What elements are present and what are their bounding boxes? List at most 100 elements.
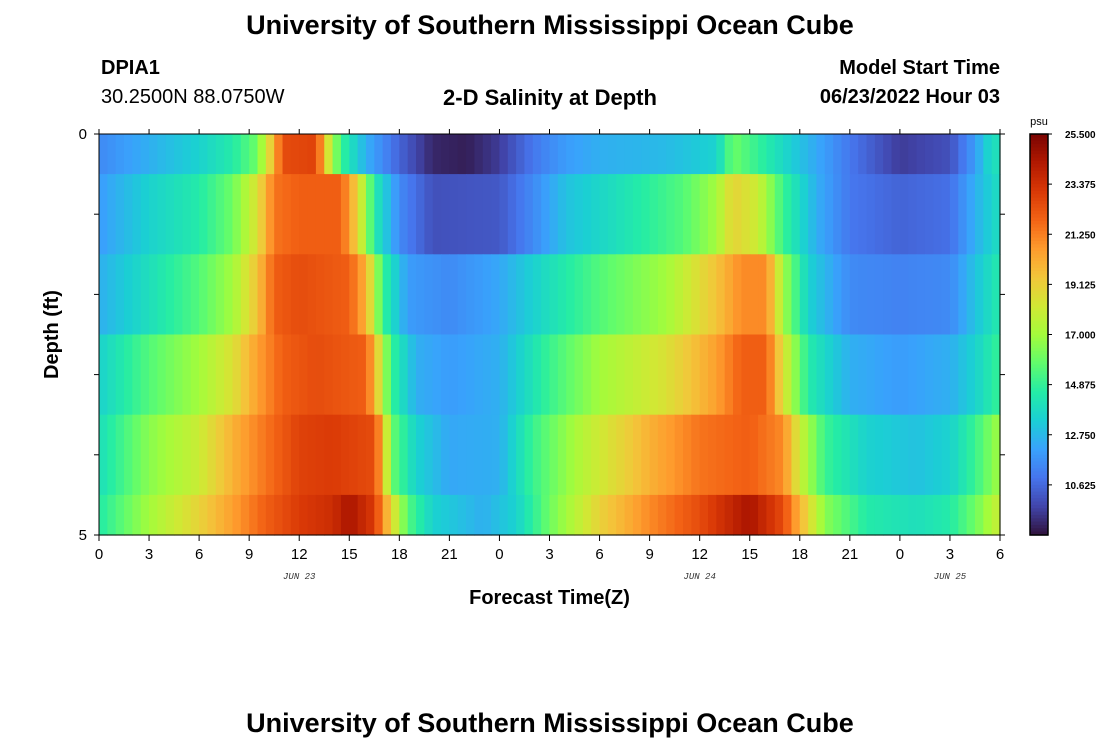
- heatmap-cell: [758, 134, 767, 175]
- heatmap-cell: [449, 494, 459, 536]
- colorbar-segment: [1030, 307, 1048, 312]
- heatmap-cell: [599, 254, 609, 336]
- heatmap-cell: [107, 174, 117, 255]
- heatmap-cell: [708, 174, 717, 255]
- heatmap-cell: [332, 494, 342, 536]
- heatmap-cell: [657, 174, 667, 255]
- heatmap-cell: [632, 334, 642, 416]
- heatmap-cell: [374, 254, 384, 336]
- heatmap-cell: [257, 254, 267, 336]
- heatmap-cell: [949, 134, 959, 175]
- heatmap-cell: [674, 334, 684, 416]
- heatmap-cell: [507, 174, 517, 255]
- heatmap-cell: [733, 254, 742, 336]
- heatmap-cell: [557, 414, 567, 496]
- heatmap-cell: [349, 174, 359, 255]
- heatmap-cell: [124, 174, 133, 255]
- date-label: JUN 24: [683, 572, 715, 582]
- heatmap-cell: [249, 174, 259, 255]
- heatmap-cell: [516, 134, 526, 175]
- colorbar-segment: [1030, 387, 1048, 392]
- heatmap-cell: [749, 494, 759, 536]
- heatmap-cell: [833, 254, 843, 336]
- colorbar-segment: [1030, 508, 1048, 513]
- heatmap-cell: [966, 414, 976, 496]
- heatmap-cell: [224, 414, 234, 496]
- heatmap-cell: [824, 134, 834, 175]
- heatmap-cell: [332, 254, 342, 336]
- heatmap-cell: [816, 254, 826, 336]
- heatmap-cell: [541, 494, 551, 536]
- heatmap-cell: [365, 174, 375, 255]
- heatmap-cell: [958, 414, 968, 496]
- x-tick-label: 12: [291, 546, 308, 563]
- heatmap-cell: [99, 494, 108, 536]
- heatmap-cell: [708, 134, 717, 175]
- heatmap-cell: [799, 134, 809, 175]
- heatmap-cell: [466, 174, 476, 255]
- heatmap-cell: [207, 414, 217, 496]
- heatmap-cell: [165, 254, 175, 336]
- heatmap-cell: [299, 414, 309, 496]
- colorbar-segment: [1030, 518, 1048, 523]
- heatmap-cell: [899, 254, 909, 336]
- heatmap-cell: [340, 134, 350, 175]
- heatmap-cell: [491, 174, 501, 255]
- colorbar-segment: [1030, 524, 1048, 529]
- colorbar-segment: [1030, 401, 1048, 406]
- colorbar-segment: [1030, 147, 1048, 152]
- model-start-value: 06/23/2022 Hour 03: [819, 86, 1000, 108]
- colorbar-segment: [1030, 214, 1048, 219]
- heatmap-cell: [340, 174, 350, 255]
- colorbar-segment: [1030, 347, 1048, 352]
- heatmap-cell: [657, 134, 667, 175]
- colorbar-segment: [1030, 344, 1048, 349]
- x-tick-label: 21: [441, 546, 458, 563]
- heatmap-cell: [115, 254, 125, 336]
- heatmap-cell: [582, 414, 592, 496]
- heatmap-cell: [449, 334, 459, 416]
- heatmap-cell: [557, 134, 567, 175]
- heatmap-cell: [833, 334, 843, 416]
- heatmap-cell: [616, 134, 626, 175]
- colorbar-segment: [1030, 454, 1048, 459]
- heatmap-cell: [390, 334, 400, 416]
- colorbar-segment: [1030, 421, 1048, 426]
- heatmap-cell: [933, 494, 943, 536]
- heatmap-cell: [641, 174, 651, 255]
- heatmap-cell: [758, 174, 767, 255]
- heatmap-cell: [858, 134, 868, 175]
- heatmap-cell: [157, 414, 167, 496]
- heatmap-cell: [866, 254, 876, 336]
- heatmap-cell: [958, 494, 968, 536]
- colorbar-tick-label: 19.125: [1065, 280, 1096, 291]
- heatmap-cell: [324, 414, 334, 496]
- heatmap-cell: [883, 134, 893, 175]
- heatmap-cell: [582, 334, 592, 416]
- heatmap-cell: [783, 254, 793, 336]
- heatmap-cell: [724, 414, 734, 496]
- heatmap-cell: [382, 494, 392, 536]
- plot-title: 2-D Salinity at Depth: [443, 85, 657, 110]
- colorbar-tick-label: 14.875: [1065, 381, 1096, 392]
- heatmap-cell: [132, 334, 142, 416]
- heatmap-cell: [966, 134, 976, 175]
- heatmap-cell: [290, 134, 300, 175]
- heatmap-cell: [474, 494, 484, 536]
- heatmap-cell: [224, 254, 234, 336]
- colorbar-segment: [1030, 408, 1048, 412]
- heatmap-cell: [716, 174, 726, 255]
- heatmap-cell: [399, 174, 409, 255]
- heatmap-cell: [557, 174, 567, 255]
- heatmap-cell: [699, 174, 709, 255]
- x-tick-label: 18: [791, 546, 808, 563]
- heatmap-cell: [99, 174, 108, 255]
- heatmap-cell: [224, 134, 234, 175]
- heatmap-cell: [691, 174, 701, 255]
- heatmap-cell: [808, 254, 818, 336]
- heatmap-cell: [149, 254, 158, 336]
- heatmap-cell: [157, 134, 167, 175]
- heatmap-cell: [566, 174, 576, 255]
- colorbar-segment: [1030, 257, 1048, 262]
- heatmap-cell: [424, 174, 434, 255]
